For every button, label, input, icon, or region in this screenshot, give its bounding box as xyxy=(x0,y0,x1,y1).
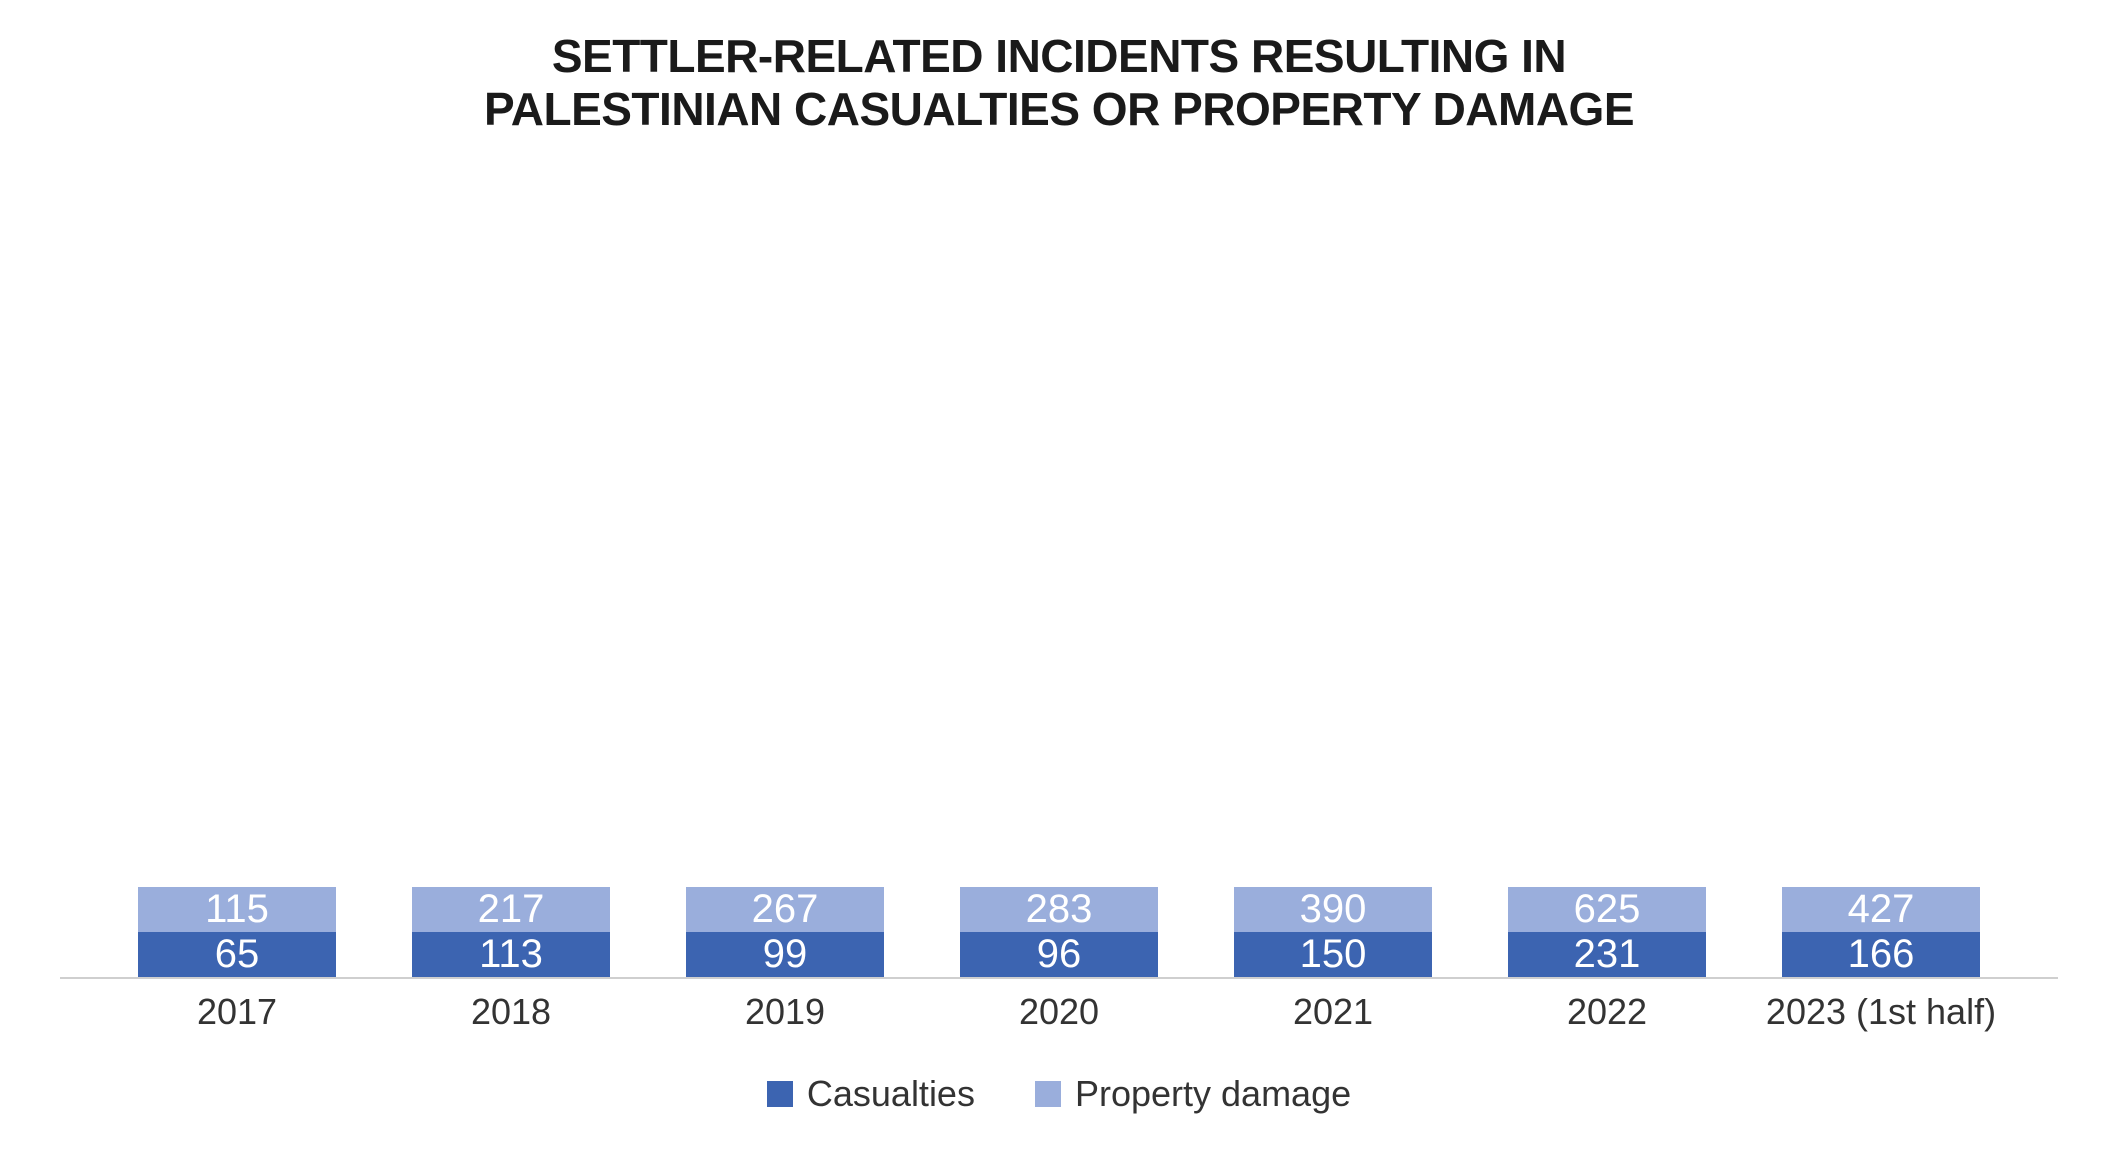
bar-segment-casualties: 96 xyxy=(960,932,1157,977)
chart-title-line2: PALESTINIAN CASUALTIES OR PROPERTY DAMAG… xyxy=(60,83,2058,136)
legend-swatch xyxy=(767,1081,793,1107)
x-tick-label: 2020 xyxy=(922,991,1196,1033)
bar-group: 217113 xyxy=(374,176,648,977)
bar: 28396 xyxy=(960,887,1157,977)
bar-segment-casualties: 150 xyxy=(1234,932,1431,977)
x-tick-label: 2022 xyxy=(1470,991,1744,1033)
chart-title: SETTLER-RELATED INCIDENTS RESULTING IN P… xyxy=(60,30,2058,136)
x-tick-label: 2018 xyxy=(374,991,648,1033)
bar-segment-property-damage: 115 xyxy=(138,887,335,932)
x-tick-label: 2023 (1st half) xyxy=(1744,991,2018,1033)
bar-segment-property-damage: 217 xyxy=(412,887,609,932)
bar: 625231 xyxy=(1508,887,1705,977)
chart-title-line1: SETTLER-RELATED INCIDENTS RESULTING IN xyxy=(60,30,2058,83)
bar: 217113 xyxy=(412,887,609,977)
legend: Casualties Property damage xyxy=(60,1073,2058,1115)
bar-group: 390150 xyxy=(1196,176,1470,977)
bar-group: 26799 xyxy=(648,176,922,977)
bar: 11565 xyxy=(138,887,335,977)
plot-area: 11565 217113 26799 28396 390150 625231 427166 xyxy=(60,176,2058,979)
x-tick-label: 2017 xyxy=(100,991,374,1033)
bar-segment-property-damage: 283 xyxy=(960,887,1157,932)
bar-group: 427166 xyxy=(1744,176,2018,977)
bar: 26799 xyxy=(686,887,883,977)
x-tick-label: 2021 xyxy=(1196,991,1470,1033)
x-axis: 2017201820192020202120222023 (1st half) xyxy=(60,979,2058,1033)
bar: 390150 xyxy=(1234,887,1431,977)
legend-item: Casualties xyxy=(767,1073,975,1115)
bar-segment-property-damage: 267 xyxy=(686,887,883,932)
bar-segment-casualties: 166 xyxy=(1782,932,1979,977)
bar-segment-property-damage: 625 xyxy=(1508,887,1705,932)
bar-group: 11565 xyxy=(100,176,374,977)
x-tick-label: 2019 xyxy=(648,991,922,1033)
bar-segment-casualties: 231 xyxy=(1508,932,1705,977)
bar-segment-property-damage: 390 xyxy=(1234,887,1431,932)
legend-label: Property damage xyxy=(1075,1073,1351,1115)
bar-segment-property-damage: 427 xyxy=(1782,887,1979,932)
bar-segment-casualties: 99 xyxy=(686,932,883,977)
bar: 427166 xyxy=(1782,887,1979,977)
bar-segment-casualties: 65 xyxy=(138,932,335,977)
legend-swatch xyxy=(1035,1081,1061,1107)
bar-group: 28396 xyxy=(922,176,1196,977)
chart-container: 115652171132679928396390150625231427166 … xyxy=(60,176,2058,1115)
legend-item: Property damage xyxy=(1035,1073,1351,1115)
legend-label: Casualties xyxy=(807,1073,975,1115)
bar-segment-casualties: 113 xyxy=(412,932,609,977)
bar-group: 625231 xyxy=(1470,176,1744,977)
